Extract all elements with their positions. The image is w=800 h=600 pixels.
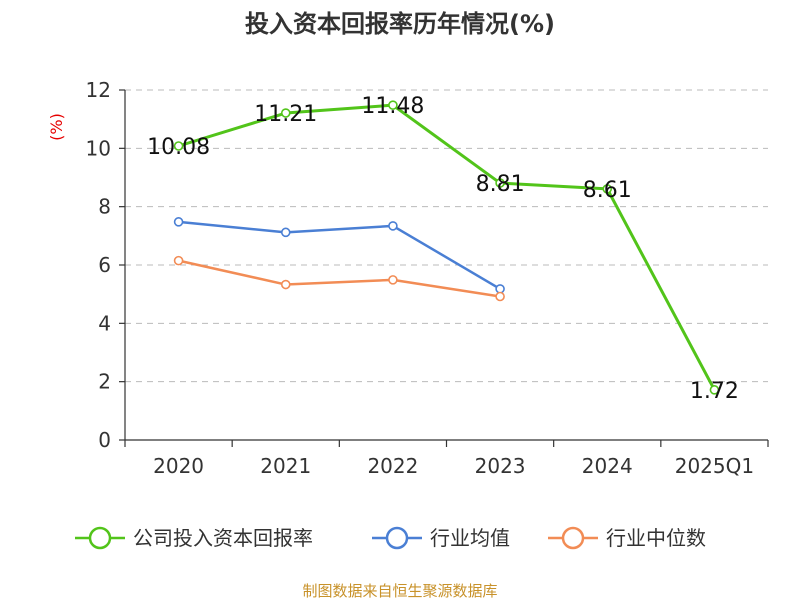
data-point xyxy=(388,100,398,110)
legend-item-2[interactable]: 行业均值 xyxy=(372,526,510,550)
y-tick-label: 0 xyxy=(98,428,111,452)
series-3 xyxy=(173,255,505,302)
legend-label: 行业中位数 xyxy=(606,526,706,550)
legend-label: 公司投入资本回报率 xyxy=(133,526,313,550)
series-1 xyxy=(173,100,720,395)
data-point xyxy=(709,385,720,395)
y-tick-label: 8 xyxy=(98,195,111,219)
x-tick-label: 2022 xyxy=(367,454,418,478)
legend-marker xyxy=(561,526,585,550)
legend[interactable]: 公司投入资本回报率 行业均值 行业中位数 xyxy=(75,526,706,550)
data-label: 8.61 xyxy=(583,178,632,203)
y-tick-label: 12 xyxy=(86,78,111,102)
data-point xyxy=(280,279,291,290)
x-tick-label: 2025Q1 xyxy=(675,454,754,478)
data-point xyxy=(388,221,398,231)
data-point xyxy=(602,184,613,194)
legend-marker xyxy=(385,526,409,550)
series-line xyxy=(178,220,501,290)
series-layer xyxy=(173,100,720,395)
data-point xyxy=(280,108,291,118)
data-label: 1.72 xyxy=(690,379,739,404)
data-label: 8.81 xyxy=(476,172,525,197)
y-tick-label: 10 xyxy=(86,136,111,160)
data-label: 11.48 xyxy=(361,94,424,119)
x-tick-label: 2021 xyxy=(260,454,311,478)
data-point xyxy=(173,217,184,227)
series-line xyxy=(178,103,716,391)
series-2 xyxy=(173,217,505,294)
x-tick-label: 2024 xyxy=(582,454,633,478)
data-point xyxy=(173,141,184,151)
legend-label: 行业均值 xyxy=(430,526,510,550)
x-tick-label: 2023 xyxy=(475,454,526,478)
y-tick-label: 4 xyxy=(98,311,111,335)
data-point xyxy=(388,275,398,285)
legend-item-3[interactable]: 行业中位数 xyxy=(548,526,706,550)
data-point xyxy=(495,178,505,188)
data-label: 11.21 xyxy=(254,102,317,127)
y-tick-label: 6 xyxy=(98,253,111,277)
series-line xyxy=(178,259,501,298)
data-source-note: 制图数据来自恒生聚源数据库 xyxy=(302,582,497,600)
data-labels: 10.08 11.21 11.48 8.81 8.61 1.72 xyxy=(147,94,739,404)
data-label: 10.08 xyxy=(147,135,210,160)
y-tick-label: 2 xyxy=(98,370,111,394)
chart-title: 投入资本回报率历年情况(%) xyxy=(245,10,555,38)
axes: 0 2 4 6 8 10 12 2020 2021 2022 2023 2024 2025Q1 xyxy=(86,78,769,478)
data-point xyxy=(495,291,505,302)
data-point xyxy=(173,255,184,266)
grid-lines xyxy=(125,89,768,383)
legend-item-1[interactable]: 公司投入资本回报率 xyxy=(75,526,313,550)
legend-marker xyxy=(88,526,112,550)
x-tick-label: 2020 xyxy=(153,454,204,478)
data-point xyxy=(280,227,291,238)
y-axis-unit-label: (%) xyxy=(47,113,66,141)
